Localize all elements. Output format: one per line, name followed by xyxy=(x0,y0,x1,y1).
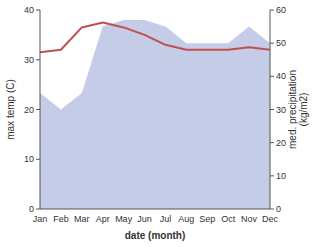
x-tick-label: May xyxy=(115,214,133,224)
y2-axis-label-line: med. precipitation xyxy=(287,70,298,149)
y2-tick xyxy=(270,175,274,176)
y-tick-label: 20 xyxy=(24,105,34,115)
x-tick-label: Jun xyxy=(137,214,152,224)
x-axis-label: date (month) xyxy=(125,230,186,241)
y-tick xyxy=(36,59,40,60)
y2-tick xyxy=(270,209,274,210)
y-tick xyxy=(36,10,40,11)
y-axis-label: max temp (C) xyxy=(5,79,16,140)
y2-tick-label: 0 xyxy=(276,204,281,214)
x-tick-label: Dec xyxy=(262,214,279,224)
x-tick-label: Jan xyxy=(33,214,48,224)
x-tick-label: Oct xyxy=(221,214,236,224)
x-tick-label: Nov xyxy=(241,214,258,224)
temperature-line xyxy=(40,22,270,52)
chart: 0 10 20 30 40 0 10 20 30 40 50 60 Jan Feb Mar Apr May Jun… xyxy=(0,0,318,247)
x-tick-label: Jul xyxy=(160,214,172,224)
y2-tick xyxy=(270,142,274,143)
x-axis-line xyxy=(40,209,270,210)
x-tick-label: Sep xyxy=(199,214,215,224)
x-tick-label: Mar xyxy=(74,214,90,224)
precipitation-area xyxy=(40,20,270,209)
y2-tick xyxy=(270,43,274,44)
y-tick-label: 30 xyxy=(24,55,34,65)
y2-tick xyxy=(270,10,274,11)
y-tick-label: 10 xyxy=(24,154,34,164)
y2-axis-label: med. precipitation(kg/m2) xyxy=(287,70,309,149)
x-tick-label: Aug xyxy=(178,214,194,224)
y2-tick-label: 60 xyxy=(276,5,286,15)
y-tick xyxy=(36,159,40,160)
y2-tick-label: 40 xyxy=(276,71,286,81)
y-tick xyxy=(36,109,40,110)
y-tick xyxy=(36,209,40,210)
y2-tick-label: 10 xyxy=(276,171,286,181)
y2-tick-label: 30 xyxy=(276,105,286,115)
y-tick-label: 0 xyxy=(29,204,34,214)
y-tick-label: 40 xyxy=(24,5,34,15)
x-tick-label: Apr xyxy=(96,214,110,224)
y2-tick-label: 50 xyxy=(276,38,286,48)
y2-tick xyxy=(270,76,274,77)
y2-axis-label-line: (kg/m2) xyxy=(298,93,309,127)
y2-tick-label: 20 xyxy=(276,138,286,148)
x-tick-label: Feb xyxy=(53,214,69,224)
plot-area xyxy=(40,20,270,209)
y2-tick xyxy=(270,109,274,110)
